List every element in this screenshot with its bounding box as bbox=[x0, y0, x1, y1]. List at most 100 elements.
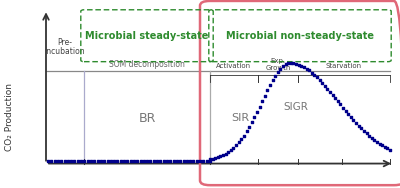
Point bbox=[164, 159, 170, 162]
Point bbox=[319, 81, 325, 84]
Point bbox=[256, 105, 263, 108]
Point bbox=[243, 130, 250, 133]
Point bbox=[131, 159, 137, 162]
Point bbox=[267, 83, 273, 86]
Point bbox=[88, 159, 94, 162]
Point bbox=[154, 159, 160, 162]
Point bbox=[379, 144, 385, 147]
Point bbox=[78, 159, 84, 162]
Point bbox=[275, 70, 281, 73]
Text: SIR: SIR bbox=[231, 113, 249, 124]
Point bbox=[180, 159, 187, 162]
Point bbox=[167, 159, 174, 162]
Point bbox=[144, 159, 150, 162]
Point bbox=[215, 156, 221, 159]
Point bbox=[45, 159, 51, 162]
Point bbox=[118, 159, 124, 162]
Point bbox=[374, 140, 380, 143]
Point bbox=[187, 159, 193, 162]
Point bbox=[350, 118, 357, 121]
Point bbox=[160, 159, 167, 162]
Point bbox=[184, 159, 190, 162]
Text: Exp.
Growth: Exp. Growth bbox=[265, 58, 291, 70]
Point bbox=[197, 159, 203, 162]
Point bbox=[74, 159, 81, 162]
Text: SOM decomposition: SOM decomposition bbox=[109, 60, 185, 69]
Point bbox=[207, 159, 213, 162]
Point bbox=[204, 159, 210, 162]
Point bbox=[311, 73, 318, 76]
Point bbox=[387, 148, 393, 151]
Point bbox=[363, 132, 370, 135]
Point bbox=[200, 159, 206, 162]
Point bbox=[58, 159, 64, 162]
Point bbox=[121, 159, 127, 162]
Point bbox=[238, 138, 244, 141]
Point bbox=[301, 65, 307, 68]
Point bbox=[342, 109, 349, 112]
Point bbox=[225, 151, 232, 154]
Point bbox=[65, 159, 71, 162]
Point bbox=[101, 159, 108, 162]
Point bbox=[124, 159, 130, 162]
Point bbox=[177, 159, 184, 162]
Point bbox=[298, 64, 304, 67]
Point bbox=[358, 127, 364, 130]
Text: Microbial non-steady-state: Microbial non-steady-state bbox=[226, 31, 374, 41]
Point bbox=[332, 96, 338, 99]
Point bbox=[190, 159, 197, 162]
Point bbox=[348, 115, 354, 118]
Point bbox=[233, 144, 239, 147]
Point bbox=[384, 147, 390, 150]
Point bbox=[246, 126, 252, 129]
Point bbox=[330, 93, 336, 96]
Point bbox=[296, 63, 302, 66]
Point bbox=[68, 159, 74, 162]
Text: SIGR: SIGR bbox=[284, 102, 308, 112]
Point bbox=[55, 159, 61, 162]
Point bbox=[314, 76, 320, 79]
Point bbox=[174, 159, 180, 162]
Point bbox=[316, 78, 323, 81]
Point bbox=[236, 141, 242, 144]
Point bbox=[382, 145, 388, 148]
Point bbox=[335, 100, 341, 103]
Point bbox=[306, 69, 312, 72]
Point bbox=[141, 159, 147, 162]
Point bbox=[262, 94, 268, 97]
Point bbox=[308, 71, 315, 74]
Point bbox=[254, 111, 260, 114]
Point bbox=[241, 134, 247, 137]
Point bbox=[91, 159, 98, 162]
Point bbox=[108, 159, 114, 162]
Point bbox=[84, 159, 91, 162]
Point bbox=[280, 64, 286, 67]
Point bbox=[337, 103, 344, 106]
Point bbox=[366, 134, 372, 137]
Point bbox=[61, 159, 68, 162]
Point bbox=[282, 63, 289, 66]
Point bbox=[210, 157, 216, 160]
Point bbox=[207, 158, 213, 161]
Point bbox=[157, 159, 164, 162]
Point bbox=[345, 112, 352, 115]
Point bbox=[368, 136, 375, 139]
Point bbox=[220, 154, 226, 157]
Point bbox=[98, 159, 104, 162]
Point bbox=[150, 159, 157, 162]
Point bbox=[251, 116, 258, 119]
Point bbox=[104, 159, 111, 162]
Point bbox=[371, 138, 378, 141]
Point bbox=[322, 84, 328, 87]
Point bbox=[52, 159, 58, 162]
Point bbox=[48, 159, 54, 162]
Point bbox=[259, 100, 265, 103]
Point bbox=[217, 155, 224, 158]
Text: Activation: Activation bbox=[216, 63, 252, 69]
Point bbox=[71, 159, 78, 162]
Text: BR: BR bbox=[138, 112, 156, 125]
Text: Pre-
incubation: Pre- incubation bbox=[45, 38, 85, 56]
Point bbox=[230, 146, 237, 149]
Point bbox=[353, 121, 359, 124]
Point bbox=[147, 159, 154, 162]
